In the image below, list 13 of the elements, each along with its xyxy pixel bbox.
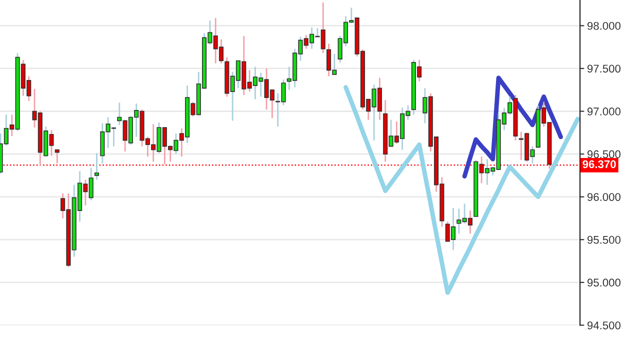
line-series	[344, 85, 580, 295]
ref-line-label: 96.370	[582, 160, 616, 168]
y-tick-label: 96.500	[587, 150, 620, 158]
y-tick-label: 97.000	[587, 108, 620, 116]
y-tick-label: 98.000	[587, 22, 620, 30]
y-tick-label: 96.000	[587, 193, 620, 201]
candlestick	[54, 149, 60, 164]
line-series	[462, 76, 563, 179]
y-tick-label: 95.500	[587, 236, 620, 244]
y-tick-label: 94.500	[587, 321, 620, 330]
y-tick-label: 95.000	[587, 278, 620, 287]
candlestick	[94, 152, 100, 180]
y-tick-label: 97.500	[587, 64, 620, 73]
